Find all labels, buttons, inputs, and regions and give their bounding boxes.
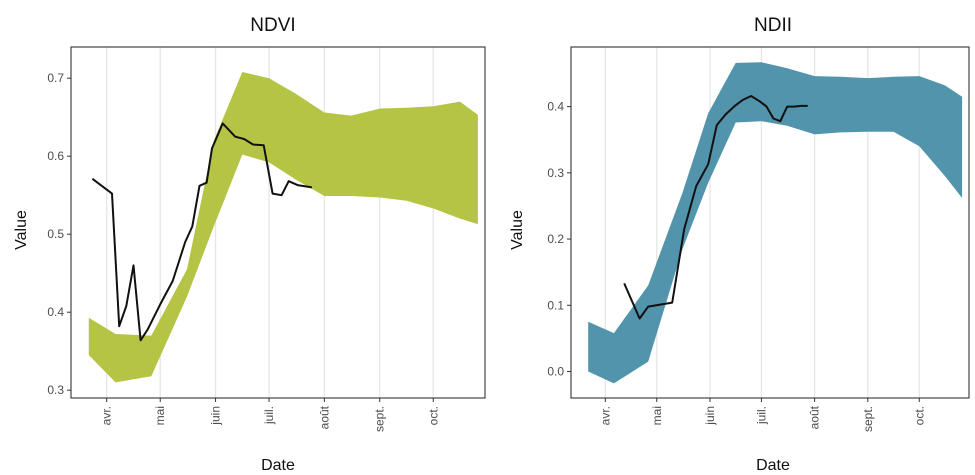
- ndvi-plot-frame: [70, 46, 486, 399]
- ndvi-y-axis-label: Value: [13, 210, 30, 250]
- ndvi-xtick-label-4: août: [317, 405, 331, 429]
- ndii-y-axis-label: Value: [509, 210, 526, 250]
- ndii-panel: NDII 0.0 0.1 0.2 0.3 0.4 avr. mai juin juil. aoû…: [509, 15, 970, 474]
- ndii-ytick-label-0: 0.0: [547, 365, 564, 379]
- ndvi-ytick-label-2: 0.5: [47, 227, 64, 241]
- ndii-xtick-label-6: oct.: [912, 406, 926, 425]
- ndvi-ytick-label-1: 0.4: [47, 305, 64, 319]
- ndii-ytick-label-2: 0.2: [547, 232, 564, 246]
- ndvi-xtick-label-1: mai: [153, 406, 167, 425]
- ndvi-xtick-label-5: sept.: [373, 406, 387, 432]
- ndii-plot-frame: [570, 46, 970, 399]
- ndvi-ytick-label-4: 0.7: [47, 71, 64, 85]
- ndii-xtick-label-2: juin: [703, 406, 717, 426]
- ndvi-xtick-label-3: juil.: [262, 406, 276, 425]
- ndii-xtick-label-3: juil.: [754, 406, 768, 425]
- ndii-xtick-label-4: août: [808, 405, 822, 429]
- ndvi-range-band: [88, 72, 478, 383]
- ndvi-xtick-label-0: avr.: [100, 406, 114, 425]
- ndii-title: NDII: [754, 15, 792, 36]
- ndii-xtick-label-0: avr.: [598, 406, 612, 425]
- ndii-ytick-label-4: 0.4: [547, 100, 564, 114]
- ndvi-xtick-label-6: oct.: [426, 406, 440, 425]
- ndii-x-axis-label: Date: [756, 457, 790, 474]
- ndii-range-band: [588, 62, 963, 384]
- ndvi-title: NDVI: [250, 15, 295, 36]
- ndvi-ytick-label-0: 0.3: [47, 383, 64, 397]
- ndii-xtick-label-5: sept.: [861, 406, 875, 432]
- ndii-xtick-label-1: mai: [650, 406, 664, 425]
- ndii-series-line-0: [623, 95, 808, 320]
- ndii-ytick-label-1: 0.1: [547, 298, 564, 312]
- ndii-ytick-label-3: 0.3: [547, 166, 564, 180]
- ndvi-xtick-label-2: juin: [209, 406, 223, 426]
- ndvi-panel: NDVI 0.3 0.4 0.5 0.6 0.7 avr. mai juin juil. aoû…: [13, 15, 486, 474]
- ndvi-ytick-label-3: 0.6: [47, 149, 64, 163]
- ndvi-series-line-0: [91, 122, 313, 342]
- ndvi-x-axis-label: Date: [261, 457, 295, 474]
